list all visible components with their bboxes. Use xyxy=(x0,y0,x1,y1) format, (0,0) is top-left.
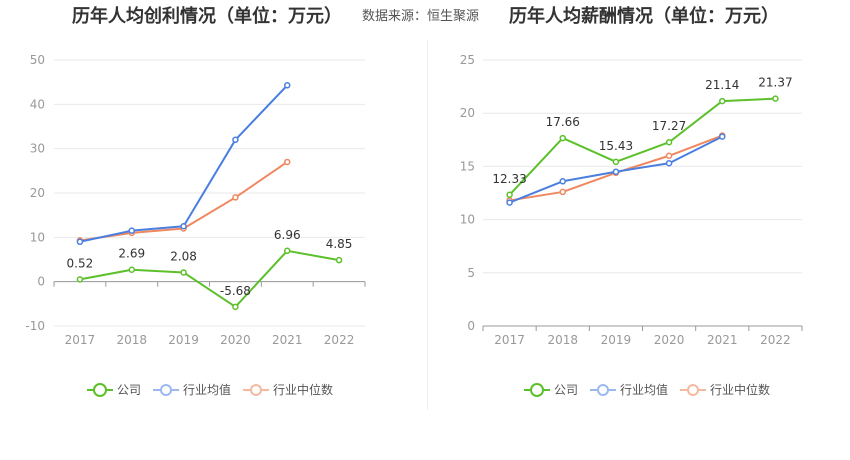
data-point-mean xyxy=(284,82,291,89)
data-label: 6.96 xyxy=(274,228,301,242)
data-point-company xyxy=(772,95,779,102)
y-tick-label: 25 xyxy=(460,53,475,67)
series-line-mean xyxy=(79,84,288,243)
x-tick-label: 2017 xyxy=(65,333,96,347)
data-point-mean xyxy=(76,238,84,246)
y-tick-label: 0 xyxy=(37,275,45,289)
data-label: 12.33 xyxy=(492,172,526,186)
data-point-mean xyxy=(180,223,187,230)
legend-swatch-industry-mean xyxy=(153,383,180,397)
y-tick-label: 30 xyxy=(30,142,45,156)
data-label: 17.27 xyxy=(652,119,686,133)
legend-item-industry-mean[interactable]: 行业均值 xyxy=(153,381,231,398)
data-point-mean xyxy=(559,178,566,185)
y-tick-label: 0 xyxy=(467,319,475,333)
data-label: 4.85 xyxy=(326,237,353,251)
data-point-mean xyxy=(506,199,513,206)
legend-swatch-industry-median xyxy=(680,383,707,397)
legend-label-industry-median: 行业中位数 xyxy=(273,383,334,397)
chart-divider xyxy=(427,40,428,410)
legend-item-industry-median[interactable]: 行业中位数 xyxy=(243,381,333,398)
data-point-mean xyxy=(612,168,620,175)
data-point-mean xyxy=(128,227,135,234)
chart-title-salary: 历年人均薪酬情况（单位：万元） xyxy=(509,6,779,27)
data-point-mean xyxy=(665,159,673,167)
series-line-company xyxy=(508,97,776,196)
x-tick-label: 2020 xyxy=(220,333,251,347)
data-label: 21.14 xyxy=(705,78,739,92)
x-tick-label: 2017 xyxy=(494,333,525,347)
data-point-company xyxy=(335,256,343,264)
salary-per-capita-chart: 0 5 10 15 20 25 2017 2018 2019 2020 2021 2022 12.33 1… xyxy=(460,53,803,347)
data-point-company xyxy=(180,269,187,276)
x-tick-label: 2021 xyxy=(272,333,303,347)
data-label: 21.37 xyxy=(758,76,792,90)
legend-salary: 公司 行业均值 行业中位数 xyxy=(524,381,782,398)
data-label: 2.69 xyxy=(118,247,145,261)
legend-profit: 公司 行业均值 行业中位数 xyxy=(87,381,345,398)
data-label: 0.52 xyxy=(67,256,94,270)
x-tick-label: 2018 xyxy=(116,333,147,347)
data-label: 2.08 xyxy=(170,249,197,263)
y-tick-label: 20 xyxy=(460,106,475,120)
legend-item-industry-mean[interactable]: 行业均值 xyxy=(590,381,668,398)
legend-swatch-industry-mean xyxy=(590,383,617,397)
series-line-company xyxy=(79,249,340,308)
legend-item-company[interactable]: 公司 xyxy=(87,381,141,398)
legend-label-industry-median: 行业中位数 xyxy=(710,383,771,397)
data-label: -5.68 xyxy=(220,284,251,298)
x-tick-label: 2020 xyxy=(654,333,685,347)
data-point-mean xyxy=(719,133,726,140)
x-tick-label: 2018 xyxy=(547,333,578,347)
data-point-company xyxy=(232,303,239,311)
data-source-note: 数据来源：恒生聚源 xyxy=(362,9,480,24)
legend-swatch-company xyxy=(524,382,550,397)
data-point-company xyxy=(76,276,84,283)
legend-label-company: 公司 xyxy=(554,383,579,397)
data-point-median xyxy=(559,188,566,196)
data-point-mean xyxy=(232,136,239,144)
data-point-company xyxy=(559,134,566,142)
data-point-company xyxy=(665,138,673,146)
y-tick-label: -10 xyxy=(25,319,45,333)
data-point-company xyxy=(284,247,291,255)
data-point-median xyxy=(665,152,673,160)
legend-label-company: 公司 xyxy=(117,383,142,397)
legend-label-industry-mean: 行业均值 xyxy=(183,383,232,397)
legend-item-company[interactable]: 公司 xyxy=(524,381,578,398)
legend-swatch-company xyxy=(87,382,113,397)
data-point-company xyxy=(128,266,135,273)
x-tick-label: 2021 xyxy=(707,333,738,347)
legend-swatch-industry-median xyxy=(243,383,270,397)
x-tick-label: 2019 xyxy=(601,333,632,347)
y-tick-label: 20 xyxy=(30,186,45,200)
data-point-company xyxy=(719,97,726,105)
x-tick-label: 2022 xyxy=(324,333,355,347)
data-point-median xyxy=(232,194,239,201)
y-tick-label: 40 xyxy=(30,97,45,111)
y-tick-label: 50 xyxy=(30,53,45,67)
data-point-company xyxy=(506,191,513,199)
y-tick-label: 15 xyxy=(460,159,475,173)
data-point-company xyxy=(612,158,620,166)
profit-per-capita-chart: -10 0 10 20 30 40 50 2017 2018 2019 2020 2021 2022 0.… xyxy=(25,53,366,347)
data-label: 15.43 xyxy=(599,139,633,153)
legend-item-industry-median[interactable]: 行业中位数 xyxy=(680,381,770,398)
data-point-median xyxy=(284,158,291,166)
data-label: 17.66 xyxy=(546,115,580,129)
x-tick-label: 2022 xyxy=(760,333,791,347)
x-tick-label: 2019 xyxy=(168,333,199,347)
y-tick-label: 10 xyxy=(460,213,475,227)
y-tick-label: 5 xyxy=(467,266,475,280)
chart-title-profit: 历年人均创利情况（单位：万元） xyxy=(72,6,342,27)
y-tick-label: 10 xyxy=(30,230,45,244)
legend-label-industry-mean: 行业均值 xyxy=(620,383,669,397)
